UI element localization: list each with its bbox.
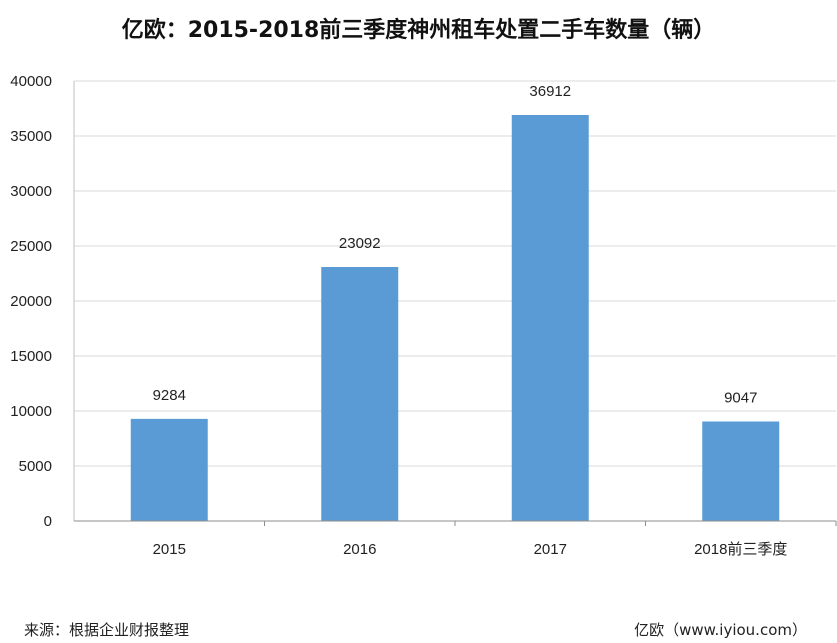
y-tick-label: 20000 bbox=[10, 293, 52, 310]
data-label: 9284 bbox=[153, 387, 186, 404]
data-label: 36912 bbox=[529, 83, 571, 100]
y-tick-label: 35000 bbox=[10, 128, 52, 145]
data-label: 23092 bbox=[339, 235, 381, 252]
credit-note: 亿欧（www.iyiou.com） bbox=[634, 621, 807, 639]
y-tick-label: 40000 bbox=[10, 73, 52, 90]
y-tick-label: 30000 bbox=[10, 183, 52, 200]
x-axis: 2015 2016 2017 2018前三季度 bbox=[74, 520, 837, 558]
x-tick-label: 2017 bbox=[534, 541, 567, 558]
bars: 9284 23092 36912 9047 bbox=[130, 83, 780, 521]
y-axis: 0 5000 10000 15000 20000 25000 30000 35000 40000 bbox=[10, 73, 75, 530]
source-note: 来源：根据企业财报整理 bbox=[24, 621, 190, 639]
y-tick-label: 15000 bbox=[10, 348, 52, 365]
y-tick-label: 5000 bbox=[19, 458, 52, 475]
data-label: 9047 bbox=[724, 389, 757, 406]
x-tick-label: 2016 bbox=[343, 541, 376, 558]
y-tick-label: 25000 bbox=[10, 238, 52, 255]
bar bbox=[511, 114, 589, 521]
gridlines bbox=[74, 80, 836, 467]
y-tick-label: 0 bbox=[44, 513, 52, 530]
chart-title: 亿欧：2015-2018前三季度神州租车处置二手车数量（辆） bbox=[121, 18, 716, 43]
x-tick-label: 2015 bbox=[153, 541, 186, 558]
x-tick-label: 2018前三季度 bbox=[694, 541, 787, 558]
bar bbox=[130, 418, 208, 521]
bar bbox=[702, 421, 780, 521]
y-tick-label: 10000 bbox=[10, 403, 52, 420]
bar bbox=[321, 266, 399, 521]
